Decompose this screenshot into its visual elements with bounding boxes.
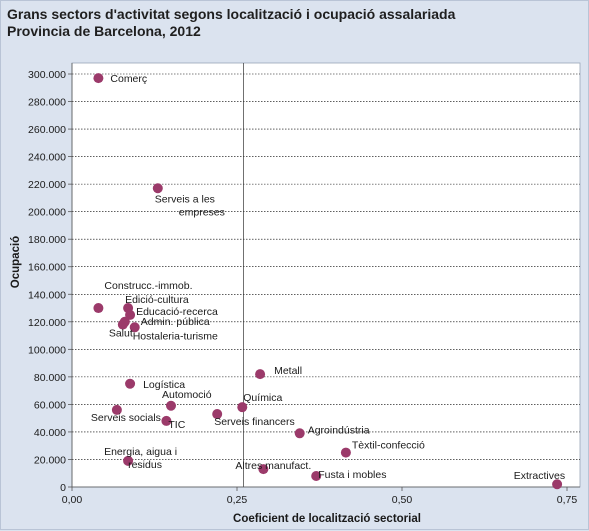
scatter-point: [258, 464, 269, 475]
scatter-point: [166, 400, 176, 411]
scatter-point: [93, 303, 104, 314]
point-label: Serveis financers: [214, 416, 295, 428]
x-tick-label: 0,00: [62, 494, 83, 506]
y-tick-label: 180.000: [28, 234, 66, 246]
plot-area: [71, 62, 581, 488]
chart-title: Grans sectors d'activitat segons localit…: [7, 6, 455, 40]
scatter-point: [152, 183, 163, 194]
scatter-point: [125, 309, 136, 320]
chart-title-line2: Provincia de Barcelona, 2012: [7, 23, 201, 39]
point-label: Tèxtil-confecció: [352, 440, 425, 452]
points-layer: [93, 73, 563, 490]
y-tick-label: 260.000: [28, 124, 66, 136]
point-label: Educació-recerca: [136, 306, 218, 318]
scatter-point: [111, 404, 122, 415]
point-label: Fusta i mobles: [318, 469, 386, 481]
point-label: Logística: [143, 379, 185, 391]
point-label: Construcc.-immob.: [104, 280, 192, 292]
point-label: Serveis socials: [91, 412, 161, 424]
point-label: Hostaleria-turisme: [133, 330, 218, 342]
point-label: Serveis a les empreses: [155, 193, 225, 218]
y-tick-label: 120.000: [28, 317, 66, 329]
scatter-point: [125, 378, 136, 389]
point-label: Admin. pública: [141, 316, 210, 328]
scatter-point: [117, 319, 128, 330]
y-axis-title: Ocupació: [10, 236, 22, 288]
axis-layer: 0 20.000 40.000 60.000 80.000 100.000 120.000 1…: [28, 63, 580, 506]
y-tick-label: 200.000: [28, 207, 66, 219]
point-label: Química: [243, 392, 282, 404]
scatter-point: [161, 415, 172, 426]
x-tick-label: 0,50: [392, 494, 413, 506]
point-label: Comerç: [110, 73, 147, 85]
y-tick-label: 80.000: [34, 372, 66, 384]
grid-layer: [72, 63, 580, 487]
y-tick-label: 160.000: [28, 262, 66, 274]
scatter-point: [129, 322, 140, 333]
point-label: TIC: [168, 419, 185, 431]
point-label: Metall: [274, 365, 302, 377]
labels-layer: Comerç Serveis a les empreses Construcc.-im…: [91, 73, 565, 482]
point-label: Automoció: [162, 389, 212, 401]
point-label: Altres manufact.: [235, 460, 311, 472]
scatter-point: [311, 470, 322, 481]
chart-title-line1: Grans sectors d'activitat segons localit…: [7, 6, 456, 22]
scatter-point: [237, 402, 248, 413]
point-label: Agroindústria: [308, 424, 370, 436]
y-tick-label: 60.000: [34, 399, 66, 411]
y-tick-label: 140.000: [28, 289, 66, 301]
y-tick-label: 240.000: [28, 152, 66, 164]
y-tick-label: 0: [60, 482, 66, 494]
scatter-point: [294, 428, 305, 439]
point-label: Edició-cultura: [125, 294, 189, 306]
y-tick-label: 300.000: [28, 69, 66, 81]
scatter-point: [255, 369, 266, 380]
y-tick-label: 40.000: [34, 427, 66, 439]
scatter-point: [212, 409, 223, 420]
y-tick-label: 220.000: [28, 179, 66, 191]
scatter-point: [552, 479, 563, 490]
y-tick-label: 280.000: [28, 97, 66, 109]
y-tick-label: 20.000: [34, 454, 66, 466]
scatter-point: [123, 455, 134, 466]
x-axis-title: Coeficient de localització sectorial: [233, 513, 421, 525]
x-tick-label: 0,75: [557, 494, 578, 506]
scatter-point: [340, 447, 351, 458]
point-label: Salut: [109, 328, 133, 340]
point-label: Extractives: [514, 470, 565, 482]
point-label: Energia, aigua i residus: [104, 446, 177, 471]
scatter-point: [93, 73, 104, 84]
y-tick-label: 100.000: [28, 344, 66, 356]
x-tick-label: 0,25: [227, 494, 248, 506]
